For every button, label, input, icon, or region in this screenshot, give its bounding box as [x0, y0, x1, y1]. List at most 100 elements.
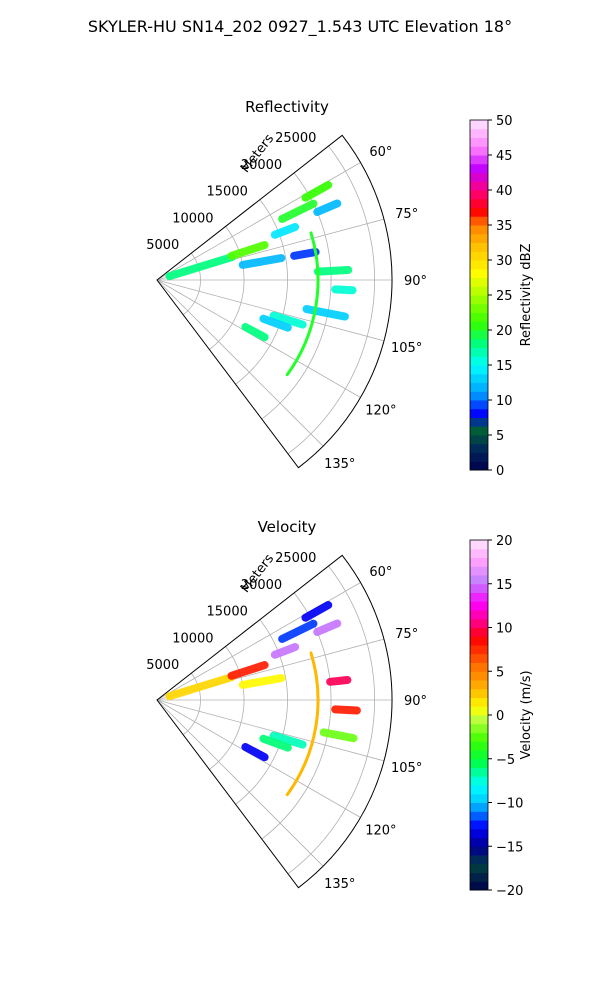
- azimuth-tick-label: 90°: [404, 694, 427, 709]
- echo-cell: [331, 705, 361, 715]
- colorbar-band: [470, 793, 488, 803]
- colorbar-band: [470, 408, 488, 418]
- colorbar-tick-label: 50: [496, 114, 513, 129]
- echo-cell: [313, 199, 342, 216]
- colorbar-band: [470, 715, 488, 725]
- colorbar-band: [470, 636, 488, 646]
- echo-cell: [331, 285, 357, 295]
- colorbar-band: [470, 872, 488, 882]
- colorbar-band: [470, 741, 488, 751]
- echo-cell: [227, 241, 269, 260]
- echo-cell: [238, 674, 286, 689]
- colorbar-band: [470, 653, 488, 663]
- colorbar-tick-label: 15: [496, 359, 513, 374]
- colorbar-band: [470, 452, 488, 462]
- colorbar-band: [470, 321, 488, 331]
- colorbar-band: [470, 671, 488, 681]
- colorbar-band: [470, 207, 488, 217]
- echo-cell: [313, 619, 342, 636]
- colorbar-label: Reflectivity dBZ: [519, 244, 534, 347]
- colorbar-tick-label: 10: [496, 622, 513, 637]
- colorbar-band: [470, 268, 488, 278]
- echo-cell: [326, 675, 352, 686]
- radial-tick-label: 10000: [172, 631, 213, 646]
- colorbar-tick-label: 35: [496, 219, 513, 234]
- echo-arc: [285, 651, 320, 797]
- colorbar-band: [470, 417, 488, 427]
- colorbar-band: [470, 461, 488, 471]
- colorbar-band: [470, 128, 488, 138]
- colorbar-band: [470, 723, 488, 733]
- colorbar-band: [470, 190, 488, 200]
- colorbar-tick-label: 5: [496, 665, 504, 680]
- colorbar-tick-label: −20: [496, 884, 523, 899]
- colorbar-band: [470, 443, 488, 453]
- grid-ring: [209, 646, 245, 770]
- echo-cell: [290, 248, 320, 260]
- colorbar-band: [470, 225, 488, 235]
- grid-spoke: [156, 699, 385, 762]
- sector-outline: [156, 554, 393, 889]
- colorbar-band: [470, 382, 488, 392]
- grid-ring: [287, 145, 375, 455]
- grid-ring: [235, 199, 288, 385]
- colorbar-band: [470, 758, 488, 768]
- colorbar-band: [470, 846, 488, 856]
- colorbar-band: [470, 645, 488, 655]
- colorbar-band: [470, 583, 488, 593]
- colorbar-band: [470, 356, 488, 366]
- grid: [156, 565, 392, 875]
- colorbar-band: [470, 338, 488, 348]
- colorbar-band: [470, 155, 488, 165]
- grid-ring: [235, 619, 288, 805]
- grid: [156, 145, 392, 455]
- echo-cell: [270, 642, 300, 659]
- echo-arc: [285, 231, 320, 377]
- colorbar-band: [470, 785, 488, 795]
- colorbar-tick-label: 25: [496, 289, 513, 304]
- colorbar-band: [470, 706, 488, 716]
- echo-cell: [269, 731, 307, 749]
- colorbar-tick-label: 15: [496, 578, 513, 593]
- colorbar-tick-label: 30: [496, 254, 513, 269]
- azimuth-tick-label: 75°: [395, 627, 418, 642]
- echo-cell: [302, 305, 349, 321]
- grid-spoke: [156, 279, 385, 342]
- colorbar-band: [470, 426, 488, 436]
- colorbar-band: [470, 347, 488, 357]
- colorbar-band: [470, 802, 488, 812]
- echo-cell: [269, 311, 307, 329]
- colorbar-band: [470, 260, 488, 270]
- colorbar-band: [470, 216, 488, 226]
- colorbar-band: [470, 251, 488, 261]
- grid-ring: [182, 672, 201, 736]
- azimuth-tick-label: 105°: [391, 341, 422, 356]
- colorbar-band: [470, 163, 488, 173]
- colorbar-band: [470, 610, 488, 620]
- grid-ring: [182, 252, 201, 316]
- grid-ring: [287, 565, 375, 875]
- colorbar-tick-label: −10: [496, 797, 523, 812]
- colorbar-band: [470, 566, 488, 576]
- colorbar-band: [470, 373, 488, 383]
- echo-cell: [241, 322, 269, 342]
- echo-cell: [278, 199, 318, 223]
- colorbar-band: [470, 330, 488, 340]
- colorbar-band: [470, 540, 488, 550]
- colorbar-band: [470, 312, 488, 322]
- reflectivity-panel: Reflectivity500010000150002000025000Mete…: [146, 98, 534, 479]
- colorbar-band: [470, 688, 488, 698]
- grid-spoke: [156, 699, 324, 867]
- colorbar-band: [470, 303, 488, 313]
- colorbar-band: [470, 855, 488, 865]
- colorbar-band: [470, 618, 488, 628]
- grid-spoke: [156, 279, 324, 447]
- echo-cell: [259, 734, 292, 752]
- colorbar-band: [470, 198, 488, 208]
- colorbar-band: [470, 172, 488, 182]
- azimuth-tick-label: 120°: [365, 823, 396, 838]
- colorbar-band: [470, 601, 488, 611]
- colorbar-band: [470, 233, 488, 243]
